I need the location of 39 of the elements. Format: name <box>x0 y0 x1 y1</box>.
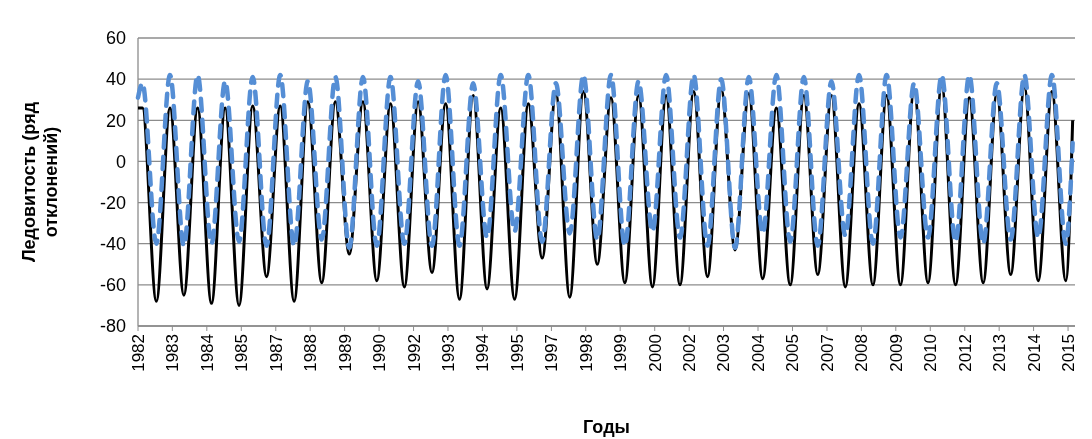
x-axis-title: Годы <box>583 417 630 437</box>
y-axis-title: Ледовитость (ряд отклонений) <box>19 101 61 263</box>
x-tick-label: 1999 <box>611 334 631 372</box>
x-tick-label: 2009 <box>886 334 906 372</box>
x-tick-label: 2000 <box>645 334 665 372</box>
x-tick-label: 1989 <box>335 334 355 372</box>
x-tick-label: 1998 <box>576 334 596 372</box>
x-tick-label: 2004 <box>748 334 768 372</box>
x-tick-label: 1984 <box>197 334 217 372</box>
x-tick-label: 2015 <box>1059 334 1079 372</box>
y-tick-label: -80 <box>99 316 126 337</box>
x-tick-label: 1997 <box>542 334 562 372</box>
x-tick-label: 2012 <box>955 334 975 372</box>
x-tick-label: 2005 <box>783 334 803 372</box>
x-tick-label: 1987 <box>266 334 286 372</box>
x-tick-label: 2013 <box>990 334 1010 372</box>
y-tick-label: -40 <box>99 234 126 255</box>
x-tick-label: 1982 <box>128 334 148 372</box>
x-tick-label: 1993 <box>438 334 458 372</box>
x-tick-label: 1990 <box>370 334 390 372</box>
y-tick-label: 60 <box>105 28 126 49</box>
x-tick-label: 1995 <box>507 334 527 372</box>
x-tick-label: 2014 <box>1024 334 1044 372</box>
y-tick-label: -60 <box>99 275 126 296</box>
y-tick-label: 20 <box>105 110 126 131</box>
x-tick-label: 2008 <box>852 334 872 372</box>
y-tick-label: 0 <box>115 151 126 172</box>
x-tick-label: 1988 <box>301 334 321 372</box>
x-tick-label: 1992 <box>404 334 424 372</box>
x-tick-label: 1994 <box>473 334 493 372</box>
x-tick-label: 2010 <box>921 334 941 372</box>
x-tick-label: 2002 <box>680 334 700 372</box>
x-tick-label: 2007 <box>817 334 837 372</box>
x-tick-label: 1985 <box>232 334 252 372</box>
y-tick-label: -20 <box>99 192 126 213</box>
x-tick-label: 1983 <box>163 334 183 372</box>
x-tick-label: 2003 <box>714 334 734 372</box>
line-series <box>135 72 1075 251</box>
y-tick-label: 40 <box>105 69 126 90</box>
